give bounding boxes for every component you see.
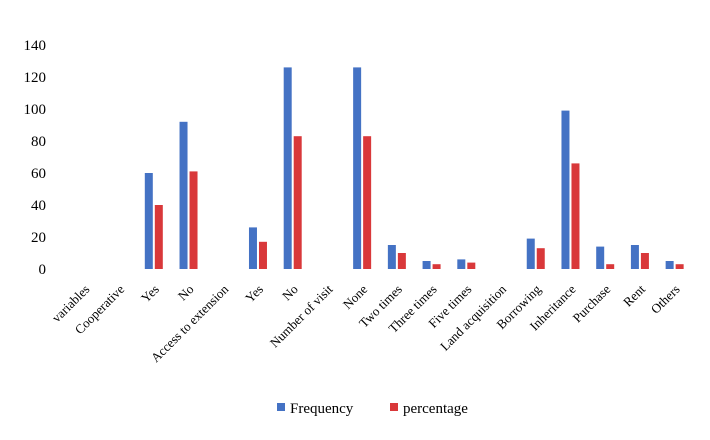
bar-percentage-no [293,136,302,269]
bars [144,67,684,270]
y-tick-label: 120 [24,70,47,86]
x-tick-label-rent: Rent [620,281,648,309]
bar-percentage-two-times [397,253,406,269]
y-tick-label: 20 [31,230,46,246]
x-tick-label-purchase: Purchase [570,281,614,325]
bar-percentage-yes [258,241,267,269]
legend-swatch-percentage [390,403,398,411]
bar-percentage-five-times [467,262,476,269]
bar-frequency-two-times [387,245,396,269]
bar-frequency-others [665,261,674,269]
bar-frequency-no [179,121,188,269]
x-tick-label-none: None [340,281,371,312]
bar-frequency-borrowing [526,238,535,269]
bar-frequency-purchase [596,246,605,269]
bar-frequency-rent [630,245,639,269]
bar-frequency-none [353,67,362,270]
bar-percentage-purchase [606,264,615,269]
bar-frequency-three-times [422,261,431,269]
bar-frequency-yes [248,227,257,269]
y-tick-label: 40 [31,198,46,214]
y-tick-label: 140 [24,38,47,54]
bar-percentage-others [675,264,684,269]
bar-percentage-no [189,171,198,269]
y-axis: 0 20 40 60 80 100 120 140 [24,38,47,278]
legend: Frequency percentage [277,401,468,417]
bar-frequency-yes [144,173,153,269]
bar-percentage-inheritance [571,163,580,269]
bar-percentage-borrowing [536,248,545,269]
y-tick-label: 80 [31,134,46,150]
x-tick-label-no: No [175,282,197,304]
legend-label-percentage: percentage [403,401,468,417]
bar-percentage-three-times [432,264,441,269]
bar-percentage-none [363,136,372,269]
bar-frequency-inheritance [561,110,570,269]
legend-label-frequency: Frequency [290,401,354,417]
bar-frequency-five-times [457,259,466,269]
x-tick-label-others: Others [648,282,683,317]
legend-swatch-frequency [277,403,285,411]
x-tick-label-number-of-visit: Number of visit [267,281,336,350]
bar-percentage-yes [154,205,163,269]
x-tick-label-yes: Yes [138,282,162,306]
x-tick-label-no: No [279,282,301,304]
y-tick-label: 100 [24,102,47,118]
bar-frequency-no [283,67,292,270]
y-tick-label: 60 [31,166,46,182]
y-tick-label: 0 [39,262,47,278]
bar-percentage-rent [640,253,649,269]
x-tick-label-yes: Yes [242,282,266,306]
